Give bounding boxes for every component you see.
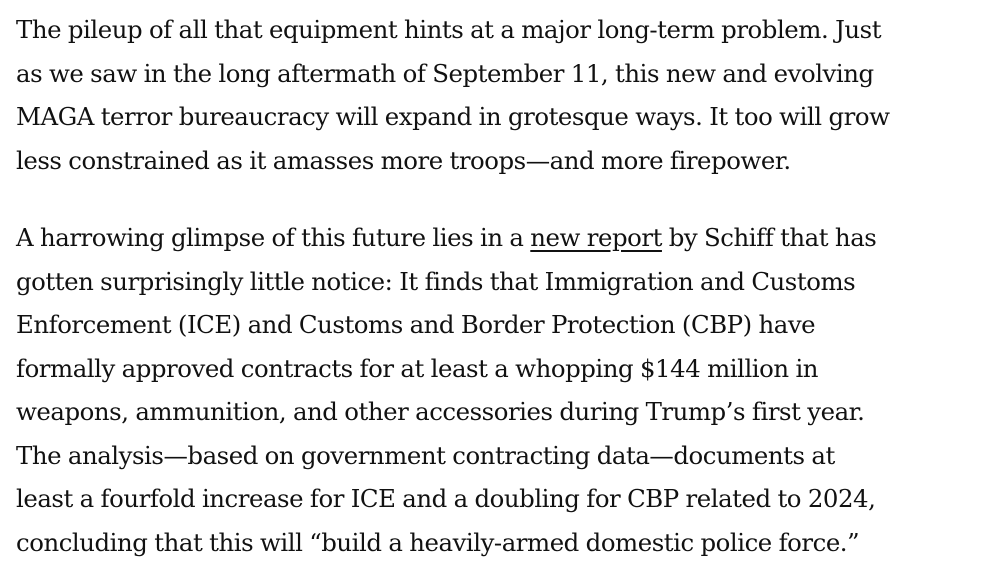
- paragraph-schiff-report: A harrowing glimpse of this future lies …: [16, 216, 991, 564]
- text-line: weapons, ammunition, and other accessori…: [16, 397, 865, 426]
- text-line: formally approved contracts for at least…: [16, 353, 819, 383]
- text-segment: by Schiff that has: [661, 223, 877, 252]
- paragraph-equipment-pileup: The pileup of all that equipment hints a…: [16, 8, 991, 182]
- text-line: as we saw in the long aftermath of Septe…: [16, 58, 874, 88]
- text-segment: A harrowing glimpse of this future lies …: [16, 223, 531, 252]
- text-line: MAGA terror bureaucracy will expand in g…: [16, 102, 890, 131]
- text-line: Enforcement (ICE) and Customs and Border…: [16, 310, 816, 339]
- text-line: less constrained as it amasses more troo…: [16, 145, 791, 175]
- text-line: concluding that this will “build a heavi…: [16, 527, 860, 557]
- text-line: The analysis—based on government contrac…: [16, 440, 835, 470]
- new-report-link[interactable]: new report: [530, 223, 662, 252]
- text-line: gotten surprisingly little notice: It fi…: [16, 266, 856, 296]
- text-line: The pileup of all that equipment hints a…: [16, 15, 882, 44]
- text-line: least a fourfold increase for ICE and a …: [16, 484, 876, 513]
- text-line: A harrowing glimpse of this future lies …: [16, 216, 991, 260]
